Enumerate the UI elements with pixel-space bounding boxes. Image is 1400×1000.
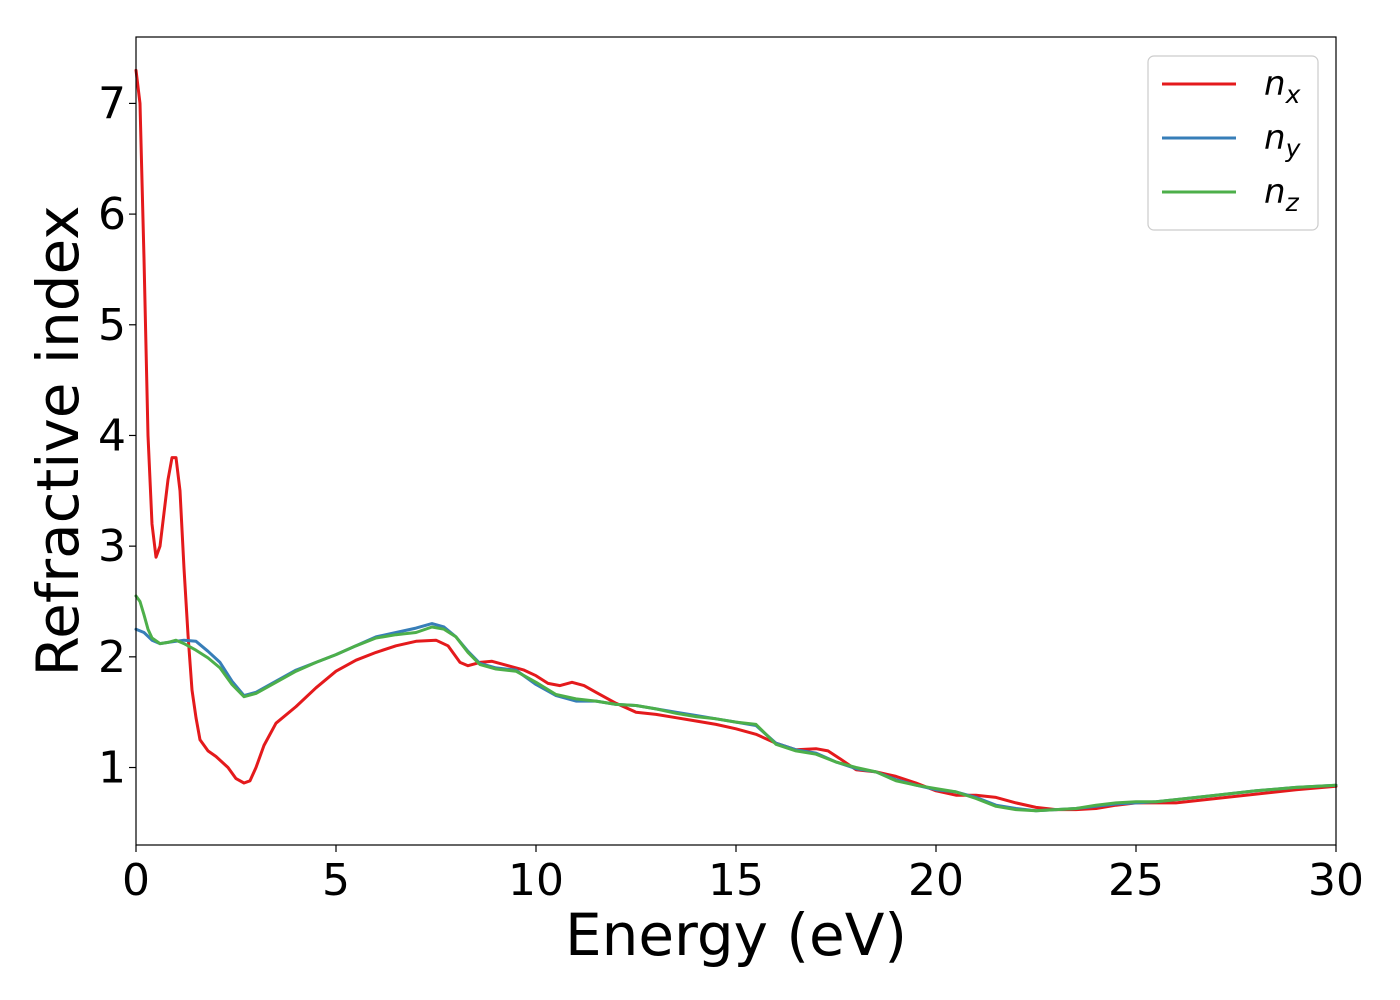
y-tick-label: 4 (98, 410, 126, 461)
x-tick-label: 0 (122, 855, 150, 906)
y-axis: 1 2 3 4 5 6 7 (98, 78, 136, 794)
x-axis-title: Energy (eV) (565, 901, 907, 969)
series-line-x (134, 68, 1338, 812)
x-tick-label: 20 (908, 855, 964, 906)
legend-label-z: nz (1264, 172, 1300, 217)
x-tick-label: 15 (708, 855, 764, 906)
x-tick-label: 25 (1108, 855, 1164, 906)
legend-label-x: nx (1264, 64, 1301, 109)
y-tick-label: 3 (98, 521, 126, 572)
y-tick-label: 5 (98, 300, 126, 351)
y-tick-label: 7 (98, 78, 126, 129)
y-tick-label: 2 (98, 632, 126, 683)
series-layer (134, 68, 1338, 813)
x-tick-label: 30 (1308, 855, 1364, 906)
y-axis-title: Refractive index (24, 205, 92, 676)
y-tick-label: 1 (98, 743, 126, 794)
legend-box (1147, 55, 1319, 231)
x-tick-label: 5 (322, 855, 350, 906)
legend-label-y: ny (1264, 118, 1302, 163)
x-tick-label: 10 (508, 855, 564, 906)
plot-area (136, 37, 1336, 845)
legend: nx ny nz (1147, 55, 1319, 231)
x-axis: 0 5 10 15 20 25 30 (122, 845, 1364, 906)
y-tick-label: 6 (98, 189, 126, 240)
series-line-z (134, 594, 1338, 813)
